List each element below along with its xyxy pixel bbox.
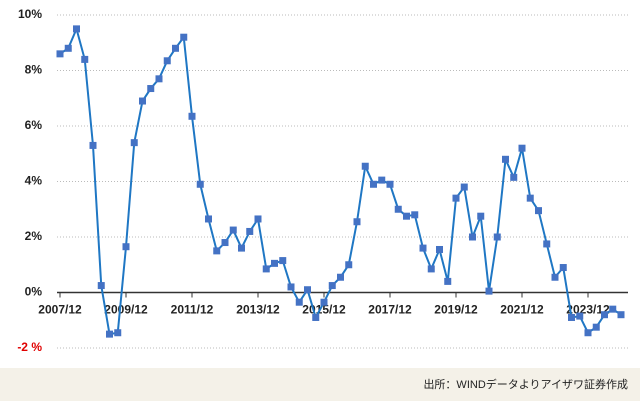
- marker: [370, 180, 377, 188]
- marker: [444, 277, 452, 285]
- marker: [304, 286, 311, 294]
- marker: [543, 240, 551, 248]
- marker: [535, 207, 542, 215]
- marker: [172, 44, 179, 52]
- y-tick-label: 4%: [25, 174, 43, 188]
- marker: [469, 233, 476, 241]
- marker: [147, 85, 155, 93]
- marker: [205, 215, 212, 223]
- marker: [106, 330, 113, 338]
- x-tick-label: 2011/12: [171, 303, 214, 317]
- marker: [394, 205, 402, 213]
- marker: [551, 273, 559, 281]
- marker: [238, 244, 245, 252]
- marker: [122, 243, 130, 251]
- x-tick-label: 2013/12: [236, 303, 280, 317]
- marker: [436, 245, 443, 253]
- marker: [419, 244, 427, 252]
- marker: [568, 313, 575, 321]
- marker: [287, 283, 295, 291]
- marker: [460, 183, 468, 191]
- x-tick-label: 2009/12: [104, 303, 148, 317]
- marker: [262, 265, 270, 273]
- y-tick-label: 2%: [25, 229, 43, 243]
- marker: [411, 211, 419, 219]
- y-tick-label: 6%: [25, 118, 43, 132]
- marker: [518, 144, 526, 152]
- marker: [576, 312, 584, 320]
- marker: [114, 329, 122, 337]
- marker: [196, 180, 204, 188]
- marker: [64, 44, 72, 52]
- marker: [510, 173, 518, 181]
- marker: [155, 75, 163, 83]
- y-tick-label: -2 %: [17, 340, 42, 354]
- marker: [386, 180, 394, 188]
- marker: [485, 287, 493, 295]
- marker: [229, 226, 237, 234]
- marker: [452, 194, 460, 202]
- marker: [617, 311, 625, 319]
- marker: [378, 176, 386, 184]
- marker: [81, 55, 89, 63]
- marker: [271, 259, 278, 267]
- marker: [56, 50, 64, 58]
- y-tick-label: 0%: [25, 285, 43, 299]
- x-tick-label: 2017/12: [368, 303, 412, 317]
- marker: [328, 282, 336, 290]
- marker: [279, 257, 287, 265]
- x-tick-label: 2021/12: [500, 303, 544, 317]
- marker: [592, 323, 600, 331]
- marker: [163, 57, 171, 65]
- marker: [320, 298, 328, 306]
- y-tick-label: 8%: [25, 63, 43, 77]
- marker: [427, 265, 435, 273]
- marker: [361, 162, 369, 170]
- marker: [353, 218, 361, 226]
- marker: [73, 25, 80, 33]
- marker: [213, 247, 221, 255]
- marker: [254, 215, 262, 223]
- marker: [246, 227, 254, 235]
- marker: [221, 239, 229, 247]
- marker: [502, 155, 509, 163]
- marker: [477, 212, 485, 220]
- marker: [601, 311, 608, 319]
- marker: [559, 264, 567, 272]
- marker: [97, 282, 105, 290]
- marker: [188, 112, 196, 120]
- marker: [345, 261, 353, 269]
- footer-band: [0, 368, 640, 401]
- source-note: 出所：WINDデータよりアイザワ証券作成: [423, 377, 628, 391]
- y-tick-label: 10%: [18, 7, 42, 21]
- x-tick-label: 2007/12: [38, 303, 82, 317]
- marker: [312, 313, 320, 321]
- marker: [89, 141, 97, 149]
- marker: [493, 233, 501, 241]
- marker: [295, 298, 303, 306]
- marker: [609, 305, 617, 313]
- marker: [180, 33, 188, 41]
- marker: [584, 329, 592, 337]
- marker: [526, 194, 534, 202]
- marker: [130, 139, 138, 147]
- marker: [139, 97, 146, 105]
- x-tick-label: 2019/12: [434, 303, 478, 317]
- marker: [337, 273, 344, 281]
- marker: [403, 212, 410, 220]
